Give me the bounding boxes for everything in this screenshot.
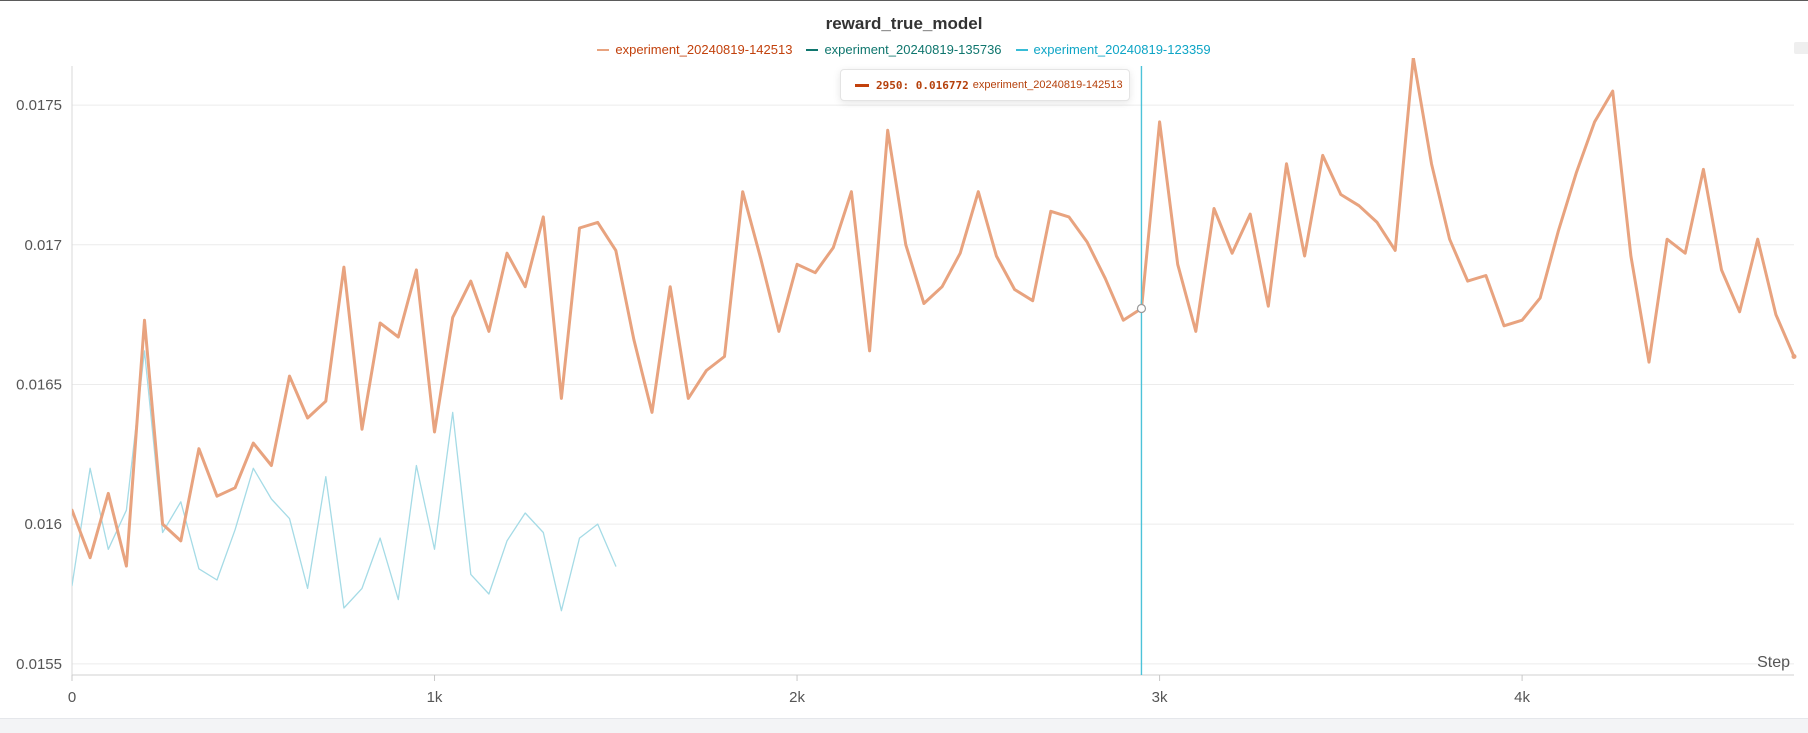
hover-layer: [1136, 66, 1147, 675]
series-line-2: [72, 350, 617, 612]
hover-point: [1136, 303, 1147, 314]
axes: 0.0155 0.016 0.0165 0.017 0.0175 0 1k 2k 3k 4k Ste…: [16, 66, 1794, 706]
y-tick-label: 0.016: [24, 516, 62, 533]
top-border: [0, 0, 1808, 1]
legend-swatch: [806, 48, 819, 51]
series-line-0: [72, 58, 1796, 568]
chart-title: reward_true_model: [825, 14, 983, 33]
x-tick-label: 3k: [1152, 689, 1168, 706]
panel-menu-handle[interactable]: [1794, 42, 1808, 54]
legend: experiment_20240819-142513 experiment_20…: [0, 42, 1808, 57]
legend-label: experiment_20240819-142513: [615, 42, 793, 57]
legend-swatch: [1015, 48, 1028, 51]
legend-item-142513[interactable]: experiment_20240819-142513: [597, 42, 792, 57]
x-tick-label: 4k: [1514, 689, 1530, 706]
legend-item-123359[interactable]: experiment_20240819-123359: [1015, 42, 1211, 57]
x-tick-label: 0: [68, 689, 76, 706]
y-tick-label: 0.0175: [16, 97, 62, 114]
legend-item-135736[interactable]: experiment_20240819-135736: [806, 42, 1002, 57]
series-lines: [72, 58, 1797, 612]
hover-tooltip: 2950: 0.016772 experiment_20240819-14251…: [840, 69, 1130, 101]
legend-swatch: [597, 48, 610, 51]
grid: [72, 104, 1794, 665]
y-tick-label: 0.0155: [16, 656, 62, 673]
tooltip-value: 2950: 0.016772: [876, 78, 969, 92]
y-tick-label: 0.017: [24, 237, 62, 254]
legend-label: experiment_20240819-135736: [824, 42, 1002, 57]
tooltip-swatch: [855, 83, 869, 87]
bottom-bar: [0, 718, 1808, 733]
y-tick-label: 0.0165: [16, 376, 62, 393]
x-axis-label: Step: [1757, 654, 1790, 671]
x-tick-label: 1k: [427, 689, 443, 706]
x-tick-label: 2k: [789, 689, 805, 706]
legend-label: experiment_20240819-123359: [1033, 42, 1211, 57]
series-end-point: [1791, 354, 1797, 360]
tooltip-series-name: experiment_20240819-142513: [972, 79, 1123, 91]
